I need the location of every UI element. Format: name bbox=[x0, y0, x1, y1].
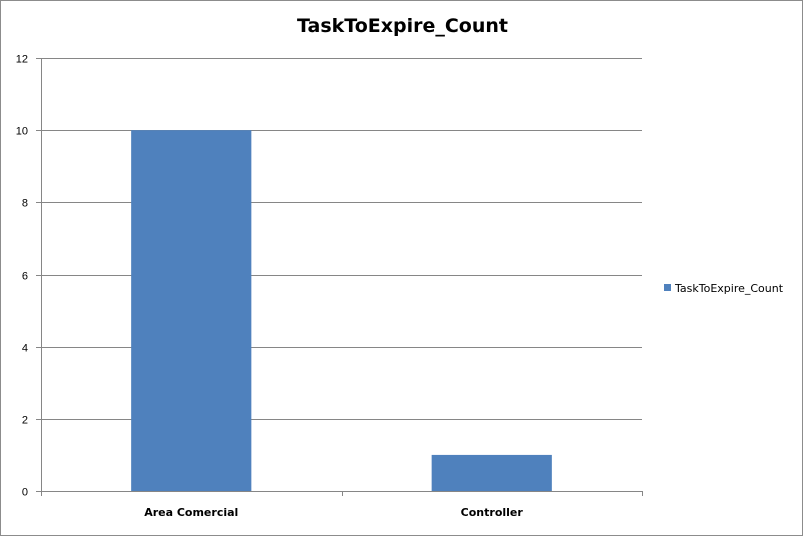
y-tick-label: 2 bbox=[22, 415, 28, 427]
legend-swatch bbox=[664, 284, 671, 291]
x-category-label: Controller bbox=[461, 506, 524, 519]
y-tick-label: 4 bbox=[22, 343, 28, 355]
bar-2 bbox=[431, 454, 552, 491]
y-tick-label: 12 bbox=[16, 54, 28, 66]
chart-title: TaskToExpire_Count bbox=[296, 15, 508, 37]
y-tick-label: 0 bbox=[22, 487, 28, 499]
bar-1 bbox=[131, 130, 252, 491]
legend-label: TaskToExpire_Count bbox=[674, 282, 784, 295]
y-tick-label: 6 bbox=[22, 271, 28, 283]
y-tick-label: 8 bbox=[22, 198, 28, 210]
y-tick-label: 10 bbox=[16, 126, 28, 138]
x-category-label: Area Comercial bbox=[144, 506, 238, 519]
